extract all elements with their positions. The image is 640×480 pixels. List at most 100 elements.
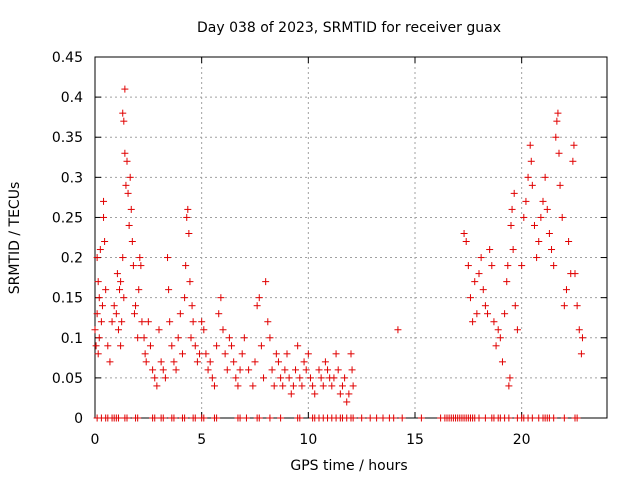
y-tick-label: 0.05 bbox=[52, 371, 83, 387]
baseline-point bbox=[213, 414, 221, 422]
data-point bbox=[505, 382, 513, 390]
data-point bbox=[123, 157, 131, 165]
data-point bbox=[125, 221, 133, 229]
data-point bbox=[213, 342, 221, 350]
data-point bbox=[184, 205, 192, 213]
data-point bbox=[277, 374, 285, 382]
data-point bbox=[98, 302, 106, 310]
x-tick-label: 5 bbox=[197, 432, 206, 448]
data-point bbox=[264, 318, 272, 326]
data-point bbox=[315, 366, 323, 374]
data-point bbox=[221, 350, 229, 358]
data-point bbox=[151, 374, 159, 382]
data-point bbox=[509, 246, 517, 254]
data-point bbox=[202, 350, 210, 358]
y-tick-label: 0.25 bbox=[52, 210, 83, 226]
data-point bbox=[494, 326, 502, 334]
data-point bbox=[545, 229, 553, 237]
data-point bbox=[553, 117, 561, 125]
data-point bbox=[548, 246, 556, 254]
data-point bbox=[120, 294, 128, 302]
baseline-point bbox=[277, 414, 285, 422]
y-tick-label: 0.2 bbox=[61, 251, 83, 267]
data-point bbox=[481, 302, 489, 310]
data-point bbox=[573, 302, 581, 310]
data-point bbox=[122, 181, 130, 189]
data-point bbox=[126, 173, 134, 181]
data-point bbox=[191, 342, 199, 350]
baseline-point bbox=[134, 414, 142, 422]
data-point bbox=[159, 366, 167, 374]
data-point bbox=[245, 366, 253, 374]
data-point bbox=[170, 358, 178, 366]
data-point bbox=[464, 262, 472, 270]
data-point bbox=[165, 286, 173, 294]
data-point bbox=[334, 366, 342, 374]
data-point bbox=[347, 350, 355, 358]
data-point bbox=[97, 318, 105, 326]
data-point bbox=[174, 334, 182, 342]
data-point bbox=[161, 374, 169, 382]
data-point bbox=[520, 213, 528, 221]
data-point bbox=[164, 254, 172, 262]
data-point bbox=[100, 213, 108, 221]
baseline-point bbox=[475, 414, 483, 422]
data-point bbox=[296, 374, 304, 382]
data-point bbox=[555, 149, 563, 157]
data-point bbox=[513, 326, 521, 334]
data-point bbox=[524, 173, 532, 181]
axes bbox=[94, 56, 608, 419]
data-point bbox=[306, 374, 314, 382]
data-point bbox=[153, 382, 161, 390]
data-point bbox=[141, 350, 149, 358]
data-point bbox=[121, 85, 129, 93]
data-point bbox=[217, 294, 225, 302]
data-point bbox=[535, 238, 543, 246]
data-point bbox=[193, 358, 201, 366]
data-point bbox=[539, 197, 547, 205]
data-point bbox=[511, 302, 519, 310]
data-point bbox=[498, 358, 506, 366]
data-point bbox=[345, 390, 353, 398]
data-point bbox=[144, 318, 152, 326]
data-point bbox=[287, 390, 295, 398]
data-point bbox=[279, 382, 287, 390]
data-point bbox=[106, 358, 114, 366]
data-point bbox=[253, 302, 261, 310]
data-point bbox=[522, 197, 530, 205]
baseline-point bbox=[159, 414, 167, 422]
data-point bbox=[328, 382, 336, 390]
data-point bbox=[225, 334, 233, 342]
baseline-point bbox=[296, 414, 304, 422]
baseline-point bbox=[181, 414, 189, 422]
data-point bbox=[394, 326, 402, 334]
data-point bbox=[475, 270, 483, 278]
data-point bbox=[183, 213, 191, 221]
data-point bbox=[228, 342, 236, 350]
data-point bbox=[471, 278, 479, 286]
data-point bbox=[562, 286, 570, 294]
data-point bbox=[460, 229, 468, 237]
data-point bbox=[554, 109, 562, 117]
data-point bbox=[129, 262, 137, 270]
data-point bbox=[309, 382, 317, 390]
data-point bbox=[477, 254, 485, 262]
baseline-point bbox=[170, 414, 178, 422]
grid-lines bbox=[95, 57, 607, 418]
data-point bbox=[172, 366, 180, 374]
baseline-point bbox=[255, 414, 263, 422]
data-point bbox=[550, 262, 558, 270]
data-point bbox=[570, 141, 578, 149]
y-tick-label: 0.35 bbox=[52, 130, 83, 146]
data-point bbox=[274, 358, 282, 366]
data-point bbox=[219, 326, 227, 334]
data-point bbox=[317, 374, 325, 382]
x-tick-label: 0 bbox=[91, 432, 100, 448]
data-point bbox=[108, 318, 116, 326]
data-point bbox=[292, 366, 300, 374]
data-point bbox=[93, 310, 101, 318]
data-point bbox=[569, 157, 577, 165]
data-point bbox=[121, 149, 129, 157]
data-point bbox=[238, 350, 246, 358]
data-point bbox=[181, 294, 189, 302]
